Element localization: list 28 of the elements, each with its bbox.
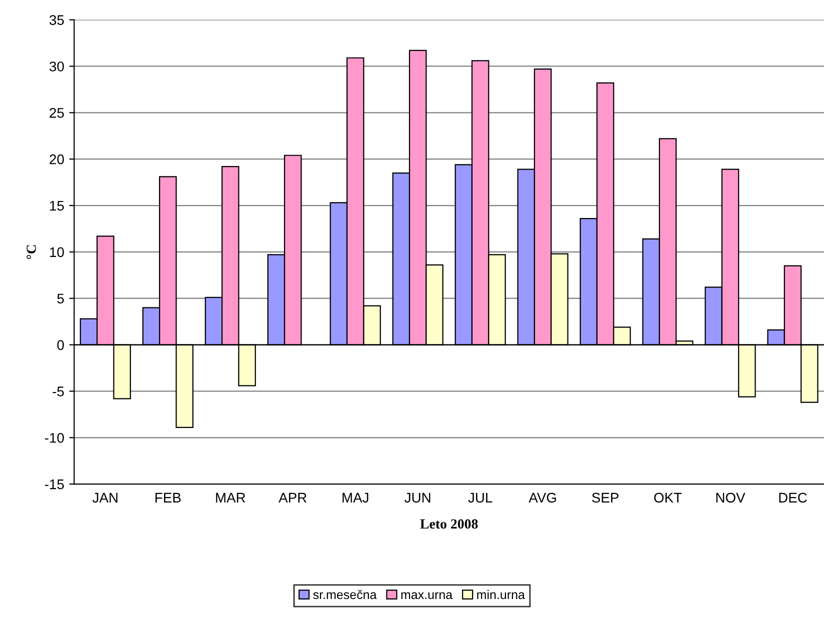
y-tick-label: -15 [44, 480, 64, 490]
y-tick-label: 20 [50, 154, 64, 164]
y-tick-label: 35 [50, 15, 64, 25]
y-tick-label: -5 [52, 386, 64, 396]
x-axis-title: Leto 2008 [420, 519, 478, 529]
x-tick-label: APR [278, 492, 306, 502]
x-tick-label: FEB [156, 492, 181, 502]
y-tick-label: 5 [57, 294, 64, 304]
legend-label: max.urna [401, 592, 453, 600]
x-tick-label: OKT [654, 492, 682, 503]
y-tick-label: 10 [50, 247, 64, 258]
x-tick-label: JUL [468, 492, 492, 503]
y-tick-label: 0 [57, 340, 64, 350]
y-tick-label: 30 [50, 62, 64, 72]
y-axis-title: °C [26, 245, 36, 260]
x-tick-label: AVG [528, 492, 556, 503]
x-tick-label: SEP [592, 492, 618, 503]
x-tick-label: JUN [404, 492, 430, 503]
x-tick-label: JAN [92, 492, 118, 503]
x-tick-label: DEC [779, 492, 807, 503]
y-tick-label: -10 [44, 432, 64, 443]
y-tick-label: 15 [50, 200, 64, 211]
x-tick-label: MAR [216, 492, 246, 502]
y-tick-label: 25 [50, 108, 64, 118]
legend-label: sr.mesečna [313, 590, 377, 600]
x-tick-label: NOV [716, 492, 746, 503]
legend-label: min.urna [477, 590, 525, 600]
x-tick-label: MAJ [342, 492, 368, 503]
